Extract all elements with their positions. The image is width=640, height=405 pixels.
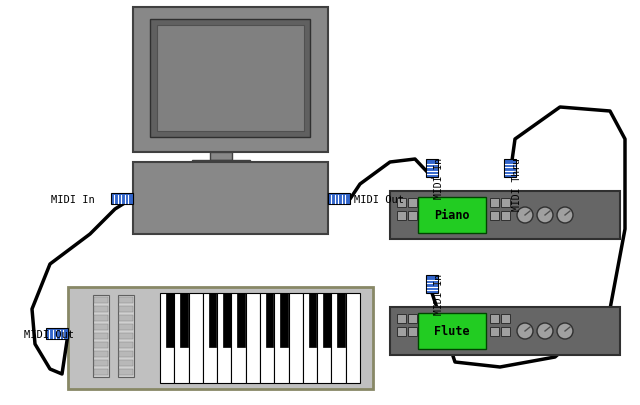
Bar	[166, 293, 173, 347]
Bar	[150, 20, 310, 138]
Bar	[246, 293, 260, 383]
Bar	[94, 351, 108, 357]
Text: Piano: Piano	[434, 209, 470, 222]
Bar	[260, 293, 275, 383]
Bar	[408, 198, 417, 207]
Bar	[232, 293, 246, 383]
Bar	[46, 328, 68, 339]
Circle shape	[517, 207, 533, 224]
Bar	[237, 293, 245, 347]
Bar	[94, 315, 108, 321]
Bar	[118, 295, 134, 377]
Bar	[94, 360, 108, 366]
Bar	[94, 342, 108, 348]
Bar	[397, 198, 406, 207]
Bar	[94, 369, 108, 375]
Bar	[346, 293, 360, 383]
Bar	[119, 351, 133, 357]
Text: MIDI In: MIDI In	[434, 158, 444, 198]
Bar	[490, 198, 499, 207]
Bar	[180, 293, 188, 347]
Circle shape	[557, 207, 573, 224]
Bar	[408, 314, 417, 323]
Bar	[501, 314, 510, 323]
Bar	[160, 293, 174, 383]
Text: MIDI Out: MIDI Out	[24, 329, 74, 339]
Bar	[308, 293, 316, 347]
Circle shape	[537, 323, 553, 339]
Bar	[192, 161, 250, 168]
Bar	[323, 293, 331, 347]
Text: MIDI In: MIDI In	[434, 273, 444, 314]
Bar	[390, 192, 620, 239]
Bar	[133, 162, 328, 234]
Bar	[133, 8, 328, 153]
Bar	[203, 293, 217, 383]
Circle shape	[557, 323, 573, 339]
Bar	[501, 211, 510, 220]
Bar	[119, 342, 133, 348]
Circle shape	[537, 207, 553, 224]
Bar	[317, 293, 332, 383]
Bar	[217, 293, 232, 383]
Bar	[504, 160, 516, 177]
Bar	[174, 293, 189, 383]
Bar	[397, 314, 406, 323]
Bar	[94, 297, 108, 303]
Bar	[266, 293, 273, 347]
Bar	[490, 211, 499, 220]
Bar	[501, 198, 510, 207]
Bar	[275, 293, 289, 383]
Bar	[418, 313, 486, 349]
Bar	[210, 153, 232, 161]
Bar	[397, 327, 406, 336]
Circle shape	[517, 323, 533, 339]
Text: Flute: Flute	[434, 325, 470, 338]
Bar	[332, 293, 346, 383]
Bar	[68, 287, 373, 389]
Bar	[397, 211, 406, 220]
Bar	[426, 275, 438, 293]
Text: MIDI Thru: MIDI Thru	[512, 158, 522, 210]
Text: MIDI Out: MIDI Out	[354, 194, 404, 205]
Bar	[119, 324, 133, 330]
Bar	[408, 327, 417, 336]
Bar	[303, 293, 317, 383]
Bar	[119, 369, 133, 375]
Bar	[328, 194, 350, 205]
Bar	[337, 293, 345, 347]
Bar	[119, 360, 133, 366]
Bar	[490, 314, 499, 323]
Bar	[94, 333, 108, 339]
Bar	[280, 293, 288, 347]
Bar	[94, 306, 108, 312]
Bar	[223, 293, 230, 347]
Bar	[119, 297, 133, 303]
Bar	[157, 26, 304, 132]
Bar	[119, 306, 133, 312]
Bar	[418, 198, 486, 233]
Bar	[93, 295, 109, 377]
Bar	[289, 293, 303, 383]
Bar	[119, 315, 133, 321]
Bar	[189, 293, 203, 383]
Bar	[501, 327, 510, 336]
Bar	[490, 327, 499, 336]
Bar	[119, 333, 133, 339]
Bar	[209, 293, 216, 347]
Bar	[94, 324, 108, 330]
Bar	[408, 211, 417, 220]
Text: MIDI In: MIDI In	[51, 194, 95, 205]
Bar	[390, 307, 620, 355]
Bar	[426, 160, 438, 177]
Bar	[111, 194, 133, 205]
